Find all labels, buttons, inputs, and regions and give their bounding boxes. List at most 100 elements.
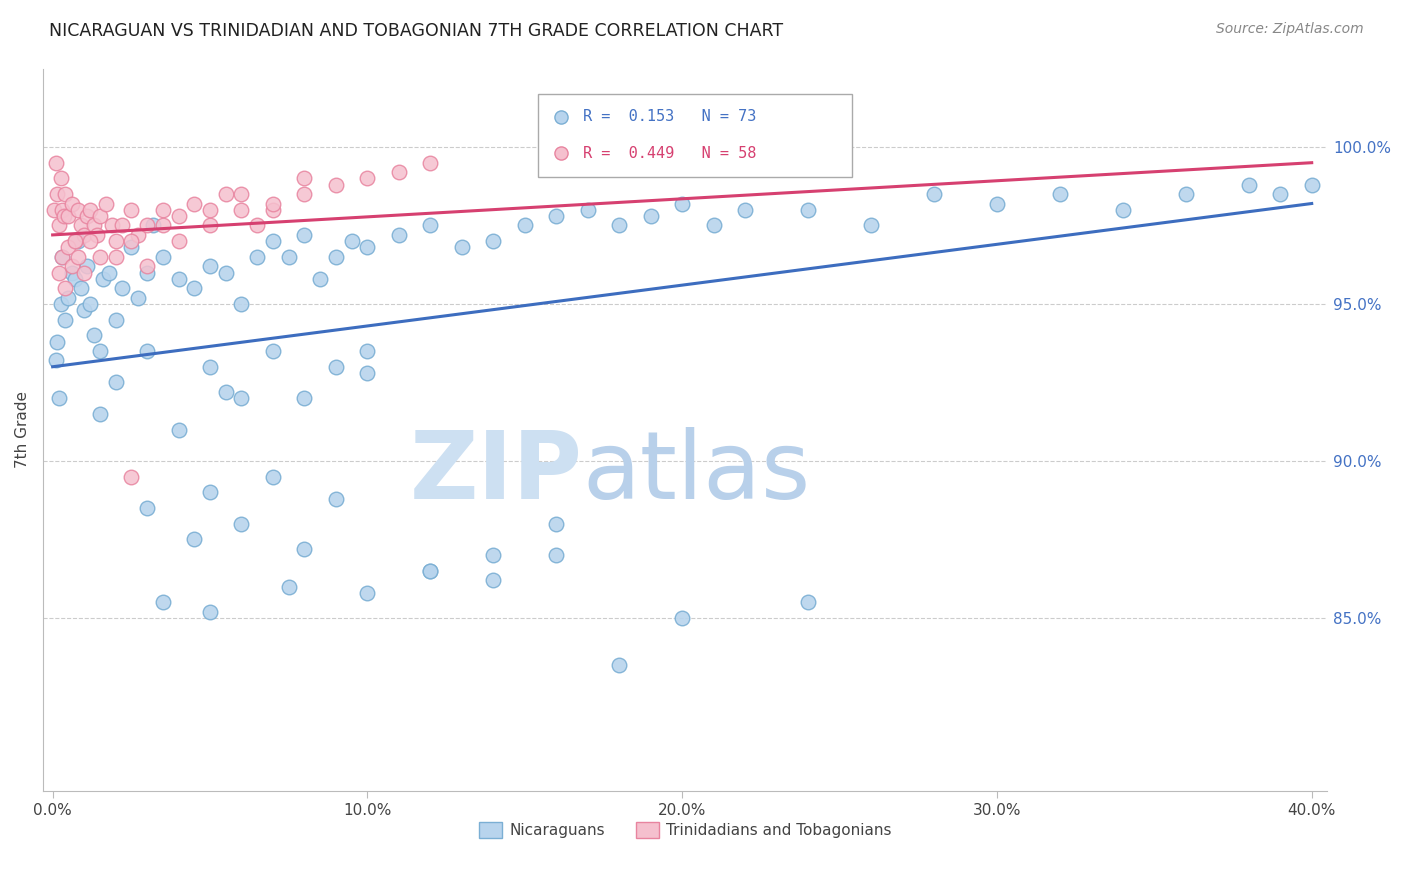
Point xyxy=(671,196,693,211)
Point xyxy=(860,219,883,233)
Point xyxy=(231,202,253,217)
Point xyxy=(127,291,149,305)
Point xyxy=(104,234,127,248)
Point xyxy=(48,391,70,405)
Point xyxy=(136,260,159,274)
Point xyxy=(104,312,127,326)
Point xyxy=(294,227,316,242)
Point xyxy=(198,260,221,274)
Text: NICARAGUAN VS TRINIDADIAN AND TOBAGONIAN 7TH GRADE CORRELATION CHART: NICARAGUAN VS TRINIDADIAN AND TOBAGONIAN… xyxy=(49,22,783,40)
Point xyxy=(83,328,105,343)
Point xyxy=(262,196,284,211)
Point xyxy=(86,227,108,242)
Point xyxy=(51,250,73,264)
Point xyxy=(262,234,284,248)
Point xyxy=(91,272,114,286)
Point xyxy=(53,312,76,326)
Point xyxy=(136,501,159,516)
Point xyxy=(215,187,238,202)
Point xyxy=(1237,178,1260,192)
Text: atlas: atlas xyxy=(582,427,811,519)
Point xyxy=(482,548,505,562)
Point xyxy=(922,187,945,202)
Point xyxy=(58,209,80,223)
Point xyxy=(198,219,221,233)
Point xyxy=(167,272,190,286)
Point xyxy=(94,196,117,211)
Point xyxy=(356,366,378,380)
Point xyxy=(152,595,174,609)
Point xyxy=(482,573,505,587)
Point xyxy=(294,541,316,556)
Point xyxy=(136,219,159,233)
Point xyxy=(277,580,299,594)
Point xyxy=(58,291,80,305)
Point xyxy=(104,250,127,264)
Point xyxy=(231,391,253,405)
Point xyxy=(53,187,76,202)
Point xyxy=(546,516,568,531)
Point xyxy=(246,219,269,233)
Point xyxy=(388,165,411,179)
Point xyxy=(120,234,142,248)
Point xyxy=(63,234,86,248)
Point xyxy=(89,209,111,223)
Point xyxy=(797,202,820,217)
Point xyxy=(152,250,174,264)
Point xyxy=(356,171,378,186)
Text: ZIP: ZIP xyxy=(409,427,582,519)
Point xyxy=(546,548,568,562)
Point xyxy=(231,516,253,531)
Point xyxy=(49,171,72,186)
Point xyxy=(356,586,378,600)
Point xyxy=(167,234,190,248)
Point xyxy=(89,407,111,421)
Y-axis label: 7th Grade: 7th Grade xyxy=(15,391,30,468)
Point xyxy=(419,219,441,233)
Point xyxy=(70,281,93,295)
Point xyxy=(79,202,101,217)
Point xyxy=(986,196,1008,211)
Point xyxy=(513,219,536,233)
Point xyxy=(1174,187,1197,202)
Point xyxy=(60,196,83,211)
Point xyxy=(734,202,756,217)
Point xyxy=(262,344,284,359)
Point xyxy=(309,272,332,286)
Point xyxy=(356,240,378,254)
Point xyxy=(142,219,165,233)
Point xyxy=(167,209,190,223)
Point xyxy=(53,281,76,295)
Point xyxy=(450,240,472,254)
Point xyxy=(152,219,174,233)
Point xyxy=(388,227,411,242)
Point xyxy=(1301,178,1323,192)
Point xyxy=(198,485,221,500)
Point xyxy=(48,266,70,280)
Point xyxy=(104,376,127,390)
Point xyxy=(98,266,121,280)
Point xyxy=(419,564,441,578)
Point xyxy=(63,272,86,286)
Point xyxy=(294,187,316,202)
Point xyxy=(294,391,316,405)
Point xyxy=(89,344,111,359)
Point xyxy=(58,240,80,254)
Point xyxy=(325,178,347,192)
Point xyxy=(63,234,86,248)
Point xyxy=(198,202,221,217)
Point xyxy=(231,187,253,202)
Point xyxy=(482,234,505,248)
Point xyxy=(419,155,441,169)
Point xyxy=(66,250,89,264)
Legend: Nicaraguans, Trinidadians and Tobagonians: Nicaraguans, Trinidadians and Tobagonian… xyxy=(472,816,898,845)
Point xyxy=(60,260,83,274)
Point xyxy=(797,595,820,609)
Point xyxy=(136,344,159,359)
Point xyxy=(215,266,238,280)
Point xyxy=(101,219,124,233)
Point xyxy=(51,250,73,264)
Point xyxy=(52,209,75,223)
Point xyxy=(120,202,142,217)
Point xyxy=(152,202,174,217)
